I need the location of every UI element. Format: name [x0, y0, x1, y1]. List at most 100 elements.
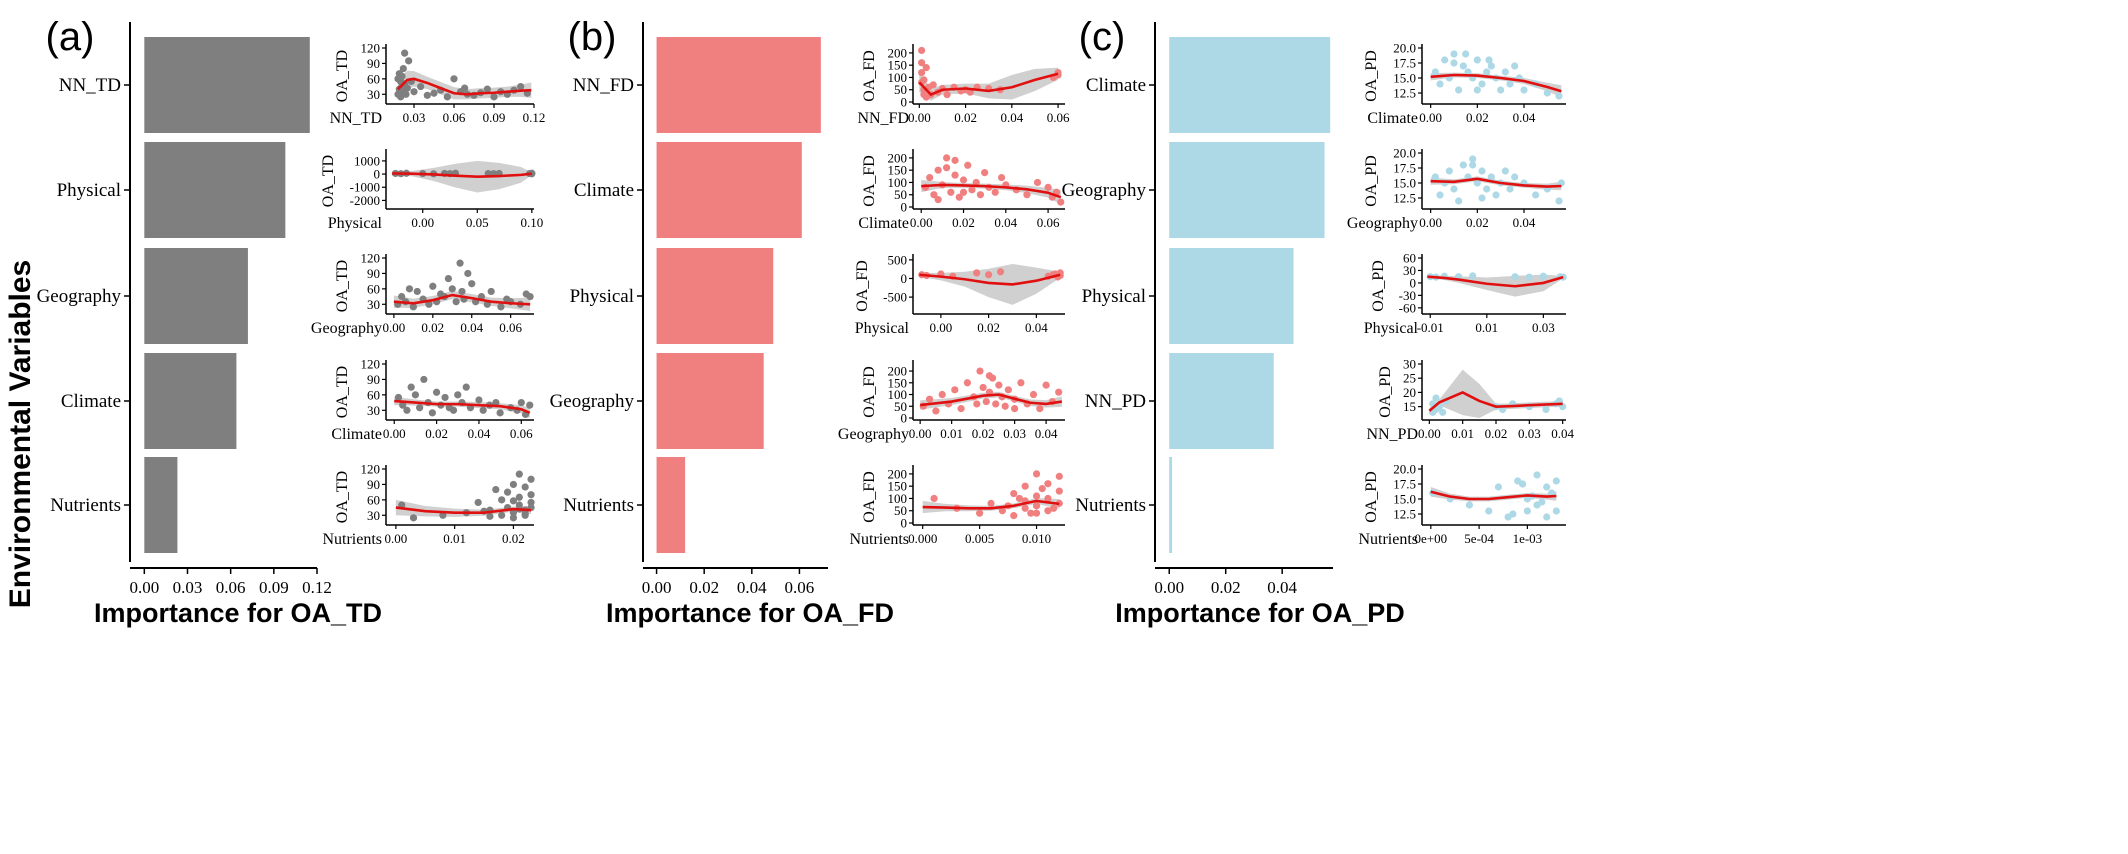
inset-x-tick-label: 0e+00	[1415, 531, 1448, 546]
inset-y-label: OA_PD	[1363, 471, 1380, 523]
inset-x-tick-label: 0.03	[1003, 426, 1026, 441]
inset-x-label: Physical	[1364, 320, 1419, 337]
inset-y-tick-label: 120	[361, 251, 381, 266]
data-point	[995, 381, 1003, 389]
data-point	[973, 269, 981, 277]
data-point	[417, 82, 425, 91]
inset-x-tick-label: 0.03	[1532, 320, 1555, 335]
category-label: Climate	[1086, 75, 1146, 96]
inset-x-label: Nutrients	[322, 531, 382, 548]
inset-x-tick-label: 0.010	[1022, 531, 1051, 546]
category-label: NN_TD	[59, 75, 121, 96]
inset-x-label: Physical	[855, 320, 910, 337]
data-point	[959, 176, 968, 184]
inset-y-label: OA_FD	[861, 155, 878, 207]
data-point	[479, 406, 487, 414]
data-point	[454, 391, 462, 399]
data-point	[429, 282, 437, 290]
data-point	[521, 483, 529, 491]
data-point	[979, 383, 987, 392]
data-point	[1506, 185, 1514, 193]
bar-Geography	[144, 248, 248, 344]
inset-x-tick-label: 0.00	[908, 110, 931, 125]
inset-x-tick-label: 0.00	[385, 531, 408, 546]
smooth-line	[919, 273, 1061, 286]
x-axis-title: Importance for OA_PD	[1115, 598, 1405, 628]
inset-x-tick-label: 0.04	[460, 320, 483, 335]
inset-y-tick-label: 12.5	[1393, 191, 1416, 206]
bar-Physical	[1169, 248, 1294, 344]
category-label: Geography	[37, 286, 122, 307]
inset-y-tick-label: -60	[1399, 300, 1416, 315]
inset-x-label: Geography	[1347, 215, 1418, 232]
inset-y-tick-label: 60	[367, 492, 380, 507]
data-point	[474, 498, 482, 507]
data-point	[1004, 386, 1012, 394]
inset-y-tick-label: 20	[1403, 385, 1416, 400]
inset-y-label: OA_PD	[1377, 366, 1394, 418]
inset-y-tick-label: 150	[888, 58, 908, 73]
data-point	[1432, 394, 1440, 402]
smooth-line	[1428, 390, 1563, 412]
x-tick-label: 0.12	[302, 578, 332, 597]
x-tick-label: 0.04	[737, 578, 767, 597]
data-point	[407, 383, 415, 391]
data-point	[1044, 494, 1052, 503]
data-point	[394, 393, 403, 402]
data-point	[526, 401, 534, 409]
smooth-line	[920, 393, 1063, 407]
data-point	[976, 509, 984, 517]
inset-y-tick-label: 12.5	[1393, 86, 1416, 101]
data-point	[428, 409, 436, 417]
data-point	[1439, 408, 1447, 416]
bar-Climate	[656, 142, 802, 238]
inset-y-label: OA_TD	[320, 155, 337, 207]
inset-x-tick-label: 0.04	[1000, 110, 1023, 125]
data-point	[1501, 167, 1509, 175]
data-point	[486, 512, 494, 520]
inset-y-tick-label: -2000	[350, 193, 380, 208]
data-point	[959, 188, 968, 196]
data-point	[1465, 501, 1474, 509]
data-point	[526, 292, 534, 301]
data-point	[1441, 56, 1449, 64]
inset-x-tick-label: 0.00	[383, 426, 406, 441]
inset-x-tick-label: 5e-04	[1464, 531, 1494, 546]
inset-y-tick-label: 120	[361, 357, 381, 372]
inset-x-tick-label: 0.06	[510, 426, 533, 441]
data-point	[1543, 483, 1551, 491]
inset-y-tick-label: 30	[367, 87, 380, 102]
inset-x-tick-label: 0.04	[1513, 110, 1536, 125]
panel-label: (b)	[568, 15, 617, 59]
inset-y-tick-label: 0	[901, 95, 908, 110]
inset-y-tick-label: 90	[367, 477, 380, 492]
data-point	[1473, 179, 1481, 187]
inset-y-tick-label: 50	[894, 503, 907, 518]
data-point	[930, 191, 938, 199]
inset-x-tick-label: 0.04	[1551, 426, 1574, 441]
data-point	[430, 89, 438, 97]
inset-y-tick-label: 50	[894, 399, 907, 414]
inset-y-tick-label: 30	[367, 403, 380, 418]
inset-x-label: Nutrients	[849, 531, 909, 548]
inset-x-tick-label: 0.04	[994, 215, 1017, 230]
data-point	[1552, 477, 1560, 485]
smooth-line	[394, 399, 531, 415]
data-point	[982, 397, 990, 406]
data-point	[527, 498, 535, 507]
data-point	[1044, 480, 1052, 488]
inset-y-tick-label: 20.0	[1393, 462, 1416, 477]
x-axis-title: Importance for OA_TD	[94, 598, 382, 628]
smooth-line	[392, 172, 532, 179]
x-tick-label: 0.02	[1211, 578, 1241, 597]
inset-x-tick-label: 0.000	[908, 531, 937, 546]
data-point	[425, 300, 433, 308]
x-tick-label: 0.04	[1267, 578, 1297, 597]
data-point	[1023, 191, 1031, 199]
data-point	[981, 169, 989, 177]
bar-Climate	[144, 353, 237, 449]
data-point	[991, 188, 999, 196]
